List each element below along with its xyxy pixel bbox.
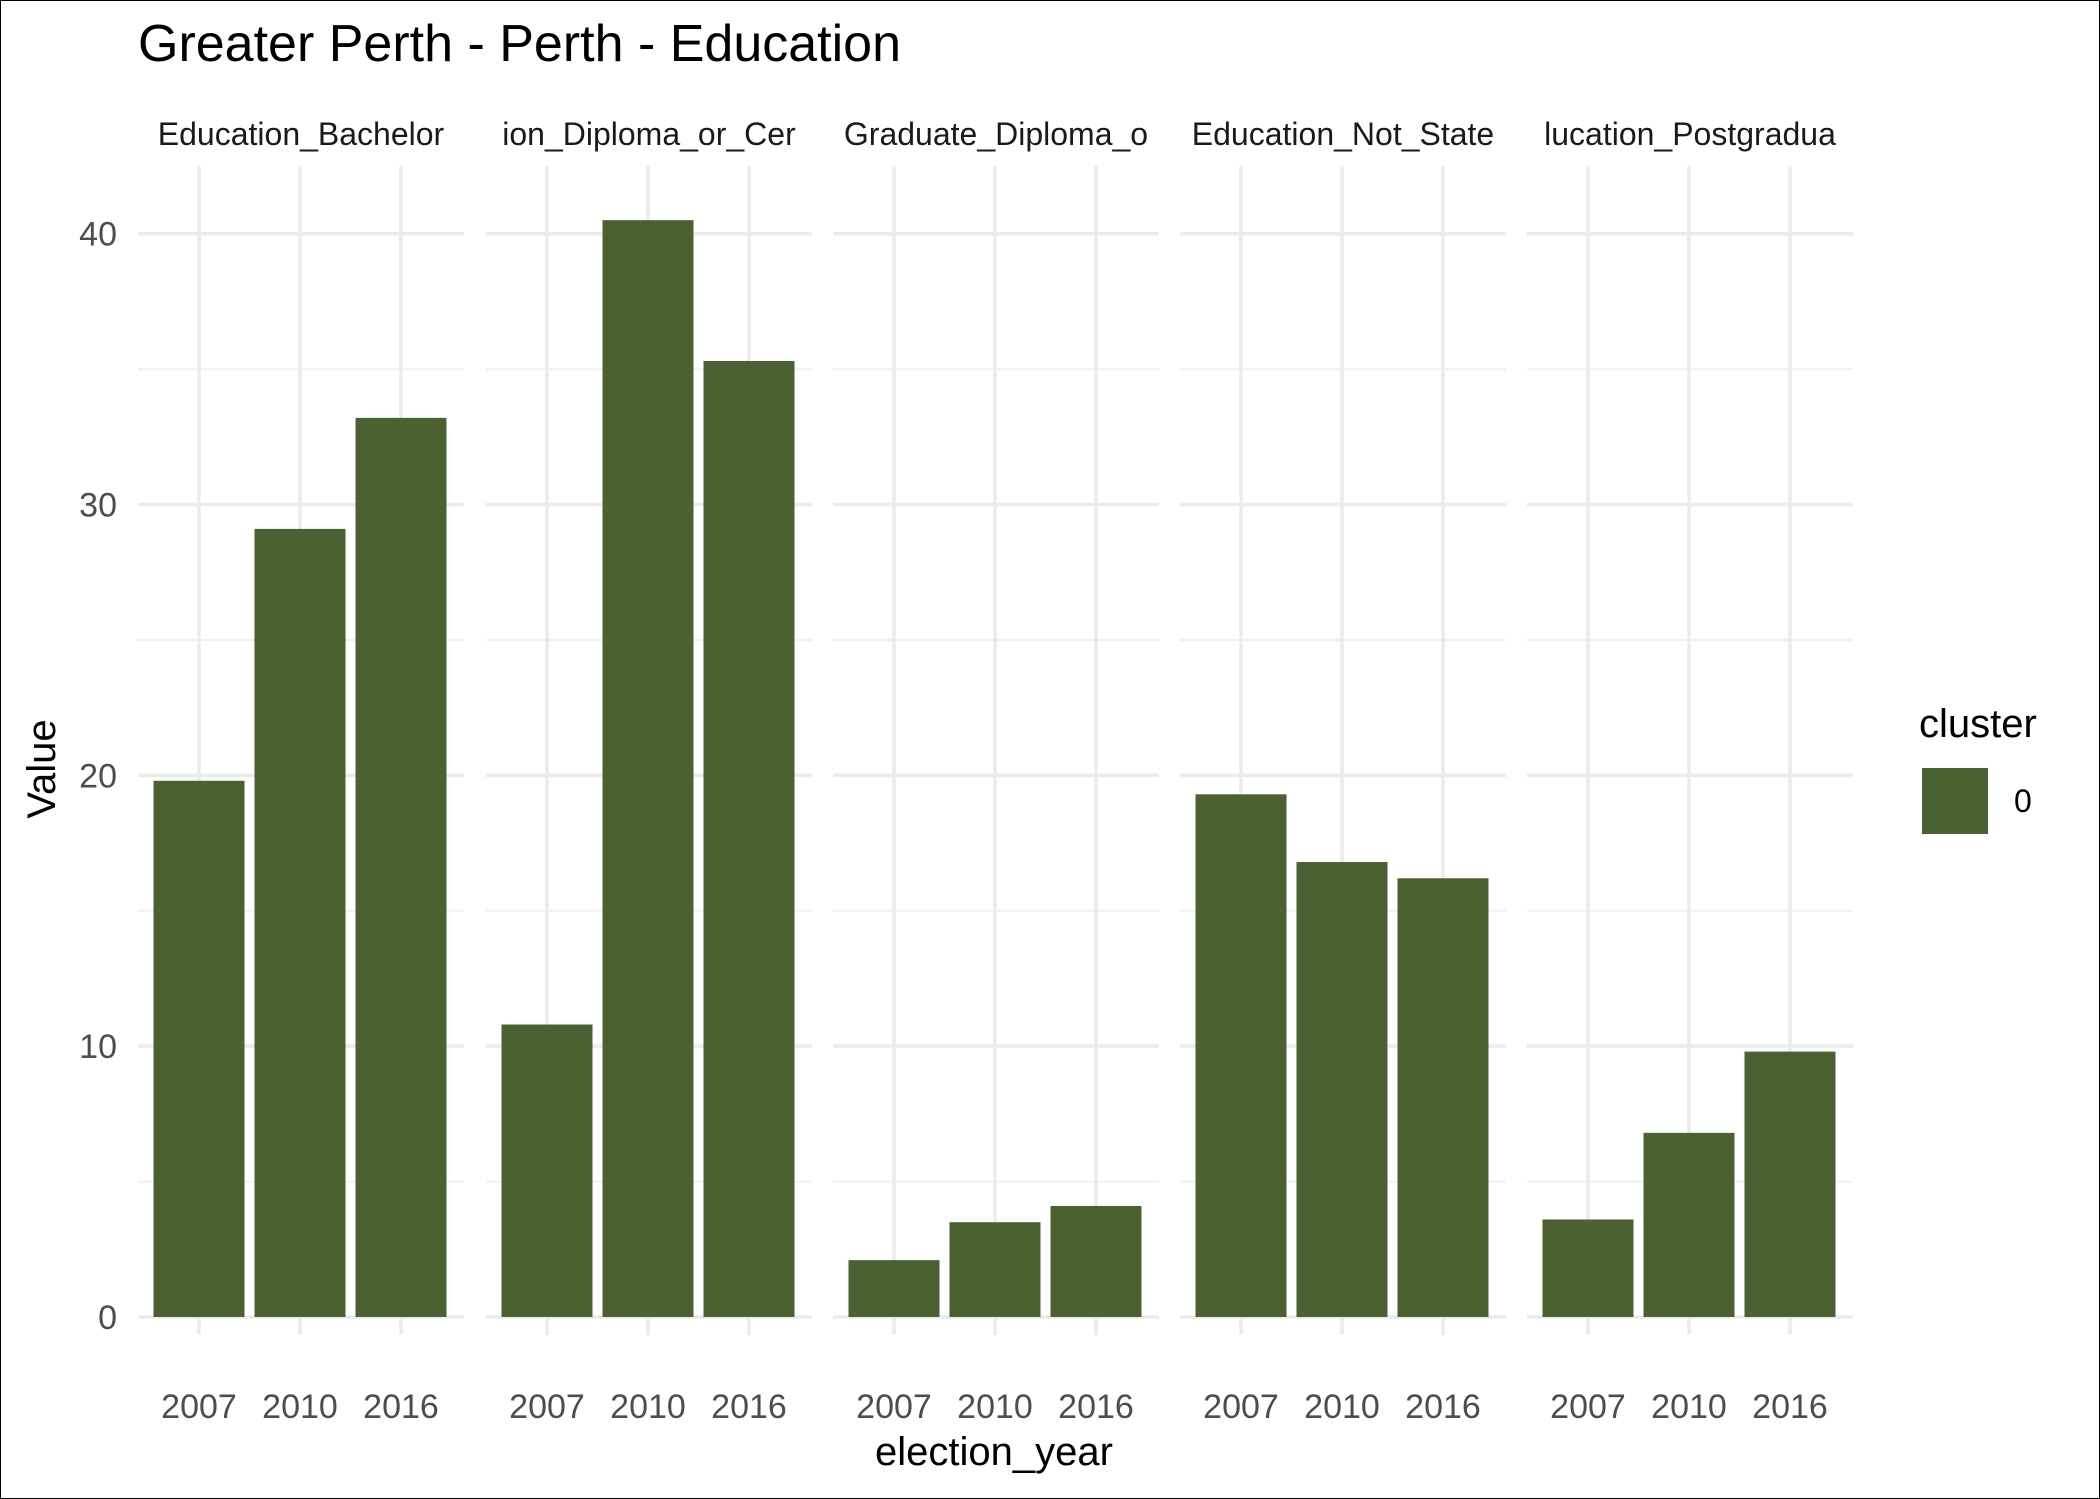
y-tick-label: 10 [79, 1028, 117, 1066]
bar-2007 [1542, 1219, 1634, 1317]
x-tick-label: 2016 [711, 1388, 787, 1426]
legend-label: 0 [2014, 783, 2032, 819]
facet-panel: Graduate_Diploma_o 2007 2010 2016 [833, 116, 1159, 1426]
x-tick-label: 2007 [161, 1388, 237, 1426]
x-tick-label: 2007 [509, 1388, 585, 1426]
x-tick-label: 2016 [1058, 1388, 1134, 1426]
bar-2016 [1050, 1205, 1142, 1317]
x-axis-title: election_year [875, 1430, 1113, 1474]
facet-strip-label: lucation_Postgradua [1544, 116, 1836, 152]
bar-2010 [602, 220, 694, 1318]
bar-2007 [153, 780, 245, 1317]
x-tick-label: 2007 [1203, 1388, 1279, 1426]
bar-2007 [848, 1260, 940, 1317]
bar-2016 [703, 360, 795, 1318]
x-tick-label: 2010 [262, 1388, 338, 1426]
bar-2010 [254, 528, 346, 1317]
legend: cluster 0 [1919, 702, 2037, 834]
x-tick-label: 2007 [856, 1388, 932, 1426]
x-tick-label: 2010 [1304, 1388, 1380, 1426]
x-tick-label: 2016 [363, 1388, 439, 1426]
legend-key [1922, 768, 1988, 834]
x-tick-label: 2010 [1651, 1388, 1727, 1426]
y-tick-label: 0 [98, 1299, 117, 1337]
y-tick-label: 40 [79, 216, 117, 254]
facet-strip-label: Graduate_Diploma_o [844, 116, 1148, 152]
bar-2010 [1643, 1132, 1735, 1317]
chart-title: Greater Perth - Perth - Education [138, 15, 901, 73]
y-tick-label: 30 [79, 487, 117, 525]
facet-panel: Education_Bachelor 2007 2010 2016 [138, 116, 464, 1426]
bar-2007 [501, 1024, 593, 1317]
facet-panel: ion_Diploma_or_Cer 2007 2010 2016 [486, 116, 812, 1426]
x-tick-label: 2010 [957, 1388, 1033, 1426]
bar-2016 [1744, 1051, 1836, 1317]
x-tick-label: 2016 [1405, 1388, 1481, 1426]
bar-2016 [355, 417, 447, 1318]
facet-strip-label: Education_Not_State [1192, 116, 1494, 152]
x-tick-label: 2010 [610, 1388, 686, 1426]
facet-strip-label: Education_Bachelor [158, 116, 445, 152]
facet-panel: Education_Not_State 2007 2010 2016 [1180, 116, 1506, 1426]
bar-2016 [1397, 878, 1489, 1317]
bar-2007 [1195, 794, 1287, 1317]
x-tick-label: 2016 [1752, 1388, 1828, 1426]
legend-title: cluster [1919, 702, 2037, 746]
y-tick-label: 20 [79, 757, 117, 795]
x-tick-label: 2007 [1550, 1388, 1626, 1426]
facet-panel: lucation_Postgradua 2007 2010 2016 [1527, 116, 1853, 1426]
bar-2010 [1296, 862, 1388, 1317]
y-axis-title: Value [20, 719, 64, 818]
bar-2010 [949, 1222, 1041, 1317]
facet-strip-label: ion_Diploma_or_Cer [502, 116, 796, 152]
